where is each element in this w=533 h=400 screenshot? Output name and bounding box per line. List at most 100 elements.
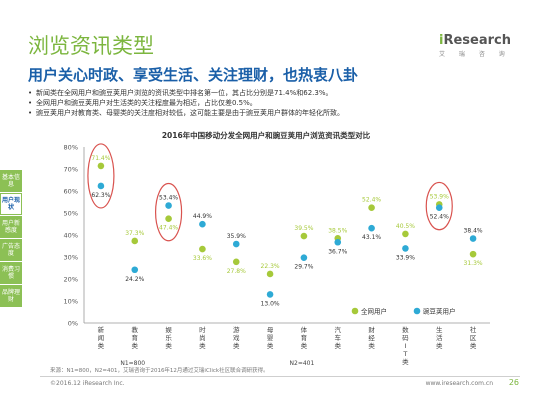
data-point-all-users: [131, 237, 139, 245]
sidenav-item[interactable]: 消费习惯: [0, 262, 22, 284]
x-category-char: T: [402, 350, 407, 358]
data-point-all-users: [368, 204, 375, 212]
x-category-char: 育: [132, 333, 139, 342]
data-label: 47.4%: [159, 225, 178, 232]
data-label: 29.7%: [294, 264, 313, 271]
x-category-char: 母: [267, 326, 274, 334]
bullet-list: 新闻类在全网用户和豌豆荚用户浏览的资讯类型中排名第一位，其占比分别是71.4%和…: [28, 88, 508, 118]
x-category-char: 闻: [98, 333, 105, 342]
data-point-wandoujia-users: [469, 235, 477, 242]
y-tick-label: 30%: [64, 254, 78, 262]
data-point-all-users: [199, 245, 206, 253]
data-point-wandoujia-users: [131, 266, 139, 274]
x-category-char: 类: [436, 341, 443, 350]
data-label: 39.5%: [294, 225, 313, 232]
x-category-char: 婴: [267, 334, 274, 342]
sidenav-item[interactable]: 用户新感度: [0, 216, 22, 238]
source-footnote: 来源：N1=800，N2=401，艾瑞咨询于2016年12月通过艾瑞iClick…: [50, 368, 269, 374]
data-label: 24.2%: [125, 276, 144, 283]
x-category-char: I: [404, 342, 406, 350]
x-category-char: 类: [368, 341, 375, 350]
x-category-char: 财: [368, 325, 375, 334]
x-category-char: 码: [402, 334, 409, 342]
slide-title: 浏览资讯类型: [28, 34, 154, 58]
x-category-char: 区: [470, 334, 477, 342]
data-point-wandoujia-users: [199, 220, 206, 228]
copyright: ©2016.12 iResearch Inc.: [50, 380, 125, 387]
data-label: 38.4%: [464, 228, 483, 235]
data-point-wandoujia-users: [97, 182, 105, 190]
x-category-char: 类: [199, 341, 206, 350]
x-category-char: 类: [165, 341, 172, 350]
x-category-char: 社: [470, 325, 477, 334]
data-label: 71.4%: [91, 155, 110, 162]
data-label: 36.7%: [328, 248, 347, 255]
bullet-item: 新闻类在全网用户和豌豆荚用户浏览的资讯类型中排名第一位，其占比分别是71.4%和…: [28, 88, 508, 98]
data-label: 52.4%: [362, 197, 381, 204]
x-category-char: 戏: [233, 333, 240, 342]
data-point-all-users: [469, 250, 477, 258]
bullet-item: 全网用户和豌豆荚用户对生活类的关注程度最为相近，占比仅差0.5%。: [28, 98, 508, 108]
data-point-wandoujia-users: [165, 202, 172, 209]
logo-brand-i: i: [439, 33, 444, 48]
data-label: 27.8%: [227, 268, 246, 275]
side-navigation: 基本信息 用户现状 用户新感度 广告态度 消费习惯 品牌理财: [0, 170, 22, 308]
data-label: 38.5%: [328, 227, 347, 234]
data-point-all-users: [97, 162, 105, 170]
data-point-wandoujia-users: [232, 240, 240, 248]
x-category-char: 类: [402, 357, 409, 366]
y-tick-label: 10%: [64, 298, 78, 306]
website-url: www.iresearch.com.cn: [425, 380, 493, 387]
x-category-char: 经: [368, 333, 375, 342]
legend-marker: [413, 307, 421, 315]
legend-marker: [351, 307, 359, 315]
data-label: 33.6%: [193, 255, 212, 262]
sidenav-item[interactable]: 基本信息: [0, 170, 22, 192]
logo-brand-rest: Research: [443, 33, 511, 48]
x-category-char: 新: [98, 325, 105, 334]
x-category-char: 类: [233, 341, 240, 350]
y-tick-label: 0%: [68, 320, 78, 328]
data-label: 37.3%: [125, 230, 144, 237]
x-category-char: 汽: [335, 325, 342, 334]
data-point-wandoujia-users: [266, 291, 274, 298]
x-category-char: 类: [470, 341, 477, 350]
group-label: N1=800: [120, 360, 145, 367]
x-category-char: 乐: [165, 333, 172, 342]
x-category-char: 生: [436, 325, 443, 334]
x-category-char: 体: [301, 325, 308, 334]
highlight-ellipse: [425, 181, 453, 231]
data-point-wandoujia-users: [402, 245, 409, 252]
data-label: 52.4%: [430, 214, 449, 221]
x-category-char: 类: [98, 341, 105, 350]
x-category-char: 尚: [199, 333, 206, 342]
data-label: 40.5%: [396, 223, 415, 230]
x-category-char: 游: [233, 325, 240, 334]
chart-title: 2016年中国移动分发全网用户和豌豆荚用户浏览资讯类型对比: [162, 130, 371, 140]
x-category-char: 车: [335, 333, 342, 342]
x-category-char: 类: [335, 341, 342, 350]
data-label: 43.1%: [362, 234, 381, 241]
data-label: 53.4%: [159, 195, 178, 202]
y-tick-label: 80%: [64, 144, 78, 152]
y-tick-label: 60%: [64, 188, 78, 196]
x-category-char: 时: [199, 325, 206, 334]
data-label: 33.9%: [396, 254, 415, 261]
data-label: 62.3%: [91, 192, 110, 199]
sidenav-item[interactable]: 广告态度: [0, 239, 22, 261]
sidenav-item[interactable]: 用户现状: [0, 193, 22, 215]
data-point-wandoujia-users: [334, 238, 342, 246]
x-category-char: 数: [402, 325, 409, 334]
x-category-char: 娱: [165, 325, 172, 334]
x-category-char: 活: [436, 333, 443, 342]
data-point-all-users: [232, 258, 240, 266]
highlight-ellipse: [154, 182, 183, 242]
legend-label: 豌豆荚用户: [423, 307, 456, 316]
sidenav-item[interactable]: 品牌理财: [0, 285, 22, 307]
data-point-all-users: [300, 232, 308, 240]
chart-area: 2016年中国移动分发全网用户和豌豆荚用户浏览资讯类型对比 0% 10% 20% 30%…: [64, 130, 490, 367]
data-label: 44.9%: [193, 213, 212, 220]
page-number: 26: [508, 378, 519, 387]
data-point-wandoujia-users: [435, 204, 443, 212]
x-category-char: 类: [132, 341, 139, 350]
